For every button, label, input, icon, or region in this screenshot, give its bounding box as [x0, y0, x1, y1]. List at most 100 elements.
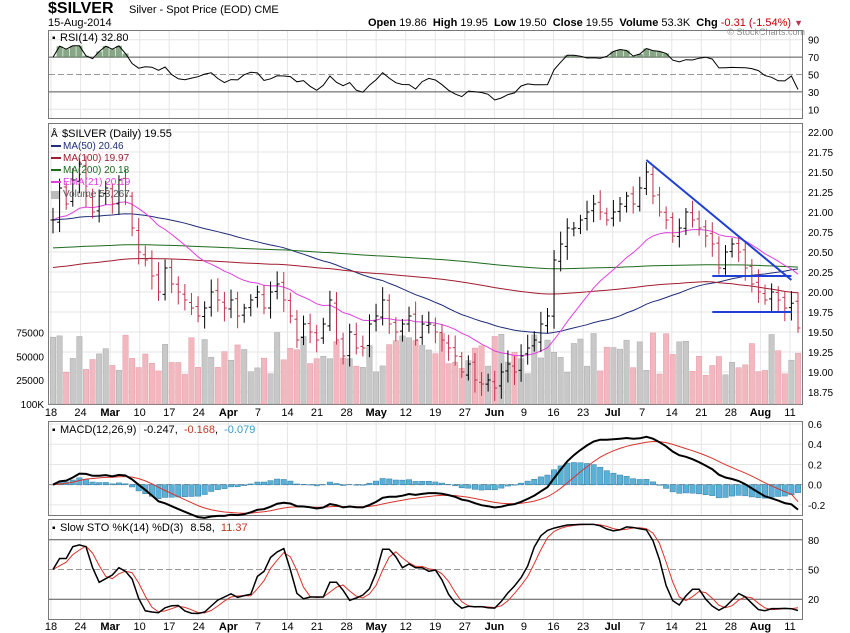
macd-legend-name: MACD(12,26,9)	[60, 424, 136, 436]
volume-bar	[597, 370, 604, 405]
x-tick-label-top: 17	[163, 407, 175, 419]
ma200-legend-swatch	[51, 169, 61, 171]
low-value: 19.50	[519, 17, 547, 29]
volume-bar	[564, 371, 571, 405]
macd-histogram-bar	[280, 479, 287, 485]
x-tick-label-bottom: 10	[134, 621, 146, 633]
macd-histogram-bar	[392, 479, 399, 485]
x-tick-label-top: 7	[255, 407, 261, 419]
macd-histogram-bar	[122, 483, 129, 485]
x-tick-label-top: 14	[666, 407, 678, 419]
volume-axis-label: 50000	[16, 352, 44, 363]
sto-d-line	[52, 523, 799, 614]
macd-histogram-bar	[208, 484, 215, 492]
ma100-line	[52, 257, 799, 295]
volume-bar	[682, 341, 689, 405]
ma100-legend: MA(100) 19.97	[63, 153, 130, 164]
x-tick-label-bottom: 21	[311, 621, 323, 633]
x-tick-label-top: 7	[639, 407, 645, 419]
volume-bar	[353, 365, 360, 405]
macd-histogram-bar	[399, 479, 406, 485]
sto-legend-marker: ▪	[52, 523, 56, 534]
macd-histogram-bar	[682, 484, 689, 494]
price-axis-label: 21.25	[808, 188, 833, 199]
price-axis-label: 20.50	[808, 248, 833, 259]
volume-bar	[722, 374, 729, 405]
volume-bar	[340, 357, 347, 405]
volume-bar	[221, 351, 228, 405]
macd-histogram-bar	[373, 480, 380, 485]
volume-bar	[201, 339, 208, 405]
volume-bar	[491, 336, 498, 405]
macd-histogram-bar	[188, 484, 195, 497]
macd-histogram-bar	[590, 464, 597, 485]
volume-bar	[129, 358, 136, 405]
volume-bar	[544, 339, 551, 405]
instrument-name: Silver - Spot Price (EOD)	[129, 4, 252, 16]
x-tick-label-top: Jun	[485, 407, 505, 419]
volume-bar	[412, 340, 419, 405]
price-axis-label: 19.25	[808, 348, 833, 359]
volume-bar	[735, 367, 742, 405]
macd-histogram-bar	[689, 484, 696, 494]
x-tick-label-top: 9	[521, 407, 527, 419]
volume-bar	[656, 373, 663, 405]
volume-bar	[419, 345, 426, 405]
macd-axis-label: 0.4	[808, 440, 822, 451]
price-axis-label: 19.00	[808, 368, 833, 379]
sto-sep: ,	[212, 522, 215, 534]
volume-bar	[570, 343, 577, 405]
x-tick-label-top: May	[365, 407, 387, 419]
volume-bar	[287, 348, 294, 405]
volume-bar	[452, 361, 459, 405]
x-tick-label-bottom: May	[365, 621, 387, 633]
volume-bar	[406, 337, 412, 405]
open-label: Open	[368, 17, 397, 29]
ema21-legend: EMA(21) 20.19	[63, 177, 131, 188]
x-tick-label-bottom: Jun	[485, 621, 505, 633]
rsi-panel-frame	[48, 30, 803, 119]
volume-bar	[102, 348, 109, 405]
ma100-legend-swatch	[51, 157, 61, 159]
exchange-name: CME	[254, 4, 279, 16]
volume-bar	[148, 363, 155, 405]
macd-histogram-bar	[228, 484, 234, 488]
macd-histogram-bar	[293, 483, 300, 485]
macd-histogram-bar	[485, 484, 492, 491]
volume-bar	[142, 353, 149, 405]
volume-bar	[50, 336, 56, 405]
x-tick-label-top: 12	[400, 407, 412, 419]
price-axis-label: 21.75	[808, 148, 833, 159]
ma50-line	[52, 213, 799, 334]
high-label: High	[432, 17, 458, 29]
volume-bar	[696, 356, 703, 405]
x-tick-label-bottom: 16	[547, 621, 559, 633]
macd-histogram-bar	[155, 484, 162, 499]
volume-legend: Volume 53,267	[63, 189, 130, 200]
price-axis-label: 19.50	[808, 328, 833, 339]
volume-legend-swatch	[51, 191, 59, 199]
x-tick-label-bottom: 14	[281, 621, 293, 633]
ma200-legend: MA(200) 20.18	[63, 165, 130, 176]
macd-legend-marker: ▪	[52, 425, 56, 436]
macd-axis-label: -0.2	[808, 501, 826, 512]
x-tick-label-top: 24	[74, 407, 86, 419]
macd-histogram-bar	[96, 482, 103, 485]
x-tick-label-top: 11	[784, 407, 795, 419]
volume-bars	[50, 332, 801, 405]
macd-sep-1: ,	[175, 424, 178, 436]
macd-histogram-bar	[115, 482, 122, 485]
macd-histogram-bar	[214, 484, 221, 490]
macd-histogram-bar	[498, 484, 505, 489]
volume-bar	[617, 348, 623, 405]
macd-histogram-bar	[597, 466, 604, 485]
volume-bar	[788, 359, 795, 405]
sto-axis-label: 20	[808, 595, 820, 606]
sto-panel-frame	[48, 519, 803, 620]
ema21-line	[52, 201, 799, 357]
volume-bar	[135, 367, 142, 405]
macd-histogram-bar	[109, 483, 116, 485]
macd-histogram-bar	[610, 472, 617, 485]
volume-bar	[432, 353, 439, 405]
macd-histogram-bar	[379, 478, 386, 485]
